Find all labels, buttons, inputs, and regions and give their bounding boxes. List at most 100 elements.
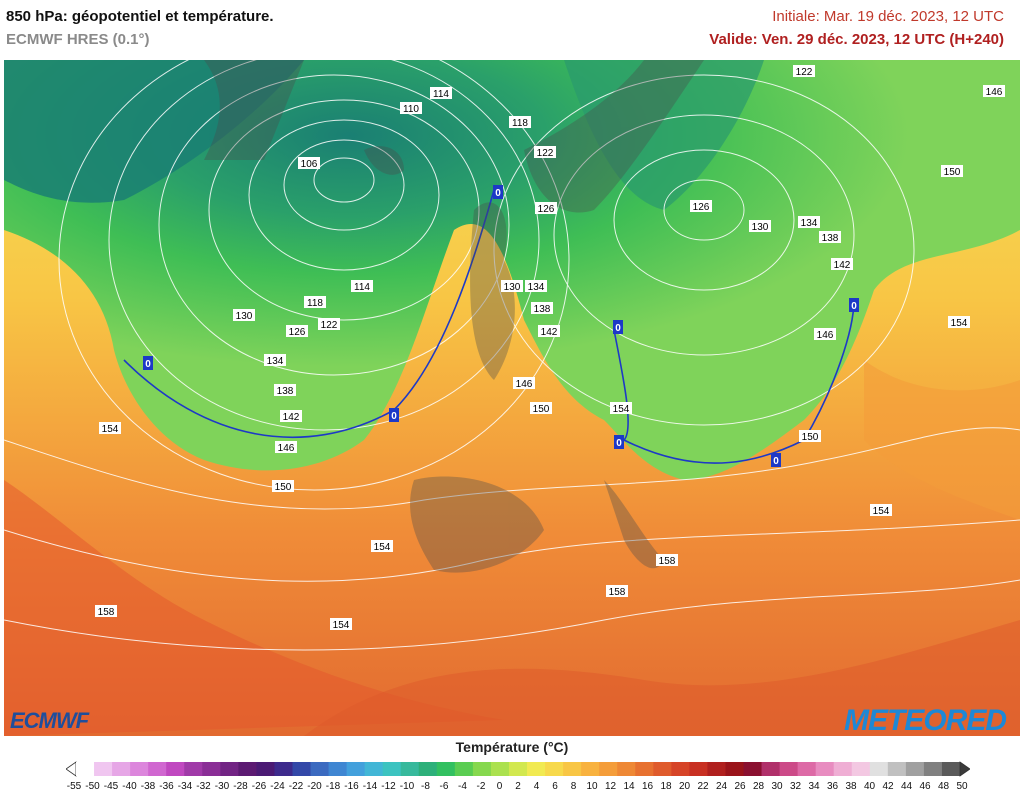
svg-text:134: 134: [267, 356, 284, 367]
contour-label: 142: [831, 258, 853, 271]
scale-tick: 34: [808, 781, 820, 792]
svg-text:146: 146: [516, 379, 533, 390]
scale-tick: 24: [715, 781, 728, 792]
scale-cell: [617, 762, 636, 776]
scale-cell: [328, 762, 348, 776]
svg-text:130: 130: [236, 311, 253, 322]
contour-label: 122: [534, 146, 556, 159]
scandinavian-low: [564, 60, 764, 210]
scale-tick: 48: [937, 781, 950, 792]
scale-cell: [815, 762, 835, 776]
contour-label: 110: [400, 102, 422, 115]
svg-text:146: 146: [817, 330, 834, 341]
isotherm-label: 0: [771, 453, 781, 467]
model-label: ECMWF HRES (0.1°): [6, 31, 150, 48]
scale-tick: -4: [458, 781, 467, 792]
scale-cell: [382, 762, 402, 776]
map-canvas: 106 110 114 118 122 126 130 134 138 142 …: [4, 60, 1020, 736]
svg-text:126: 126: [289, 327, 306, 338]
scale-tick: -24: [270, 781, 285, 792]
contour-label: 122: [318, 318, 340, 331]
isotherm-label: 0: [613, 320, 623, 334]
scale-cell: [400, 762, 420, 776]
svg-text:0: 0: [615, 323, 621, 334]
scale-cell: [851, 762, 871, 776]
svg-text:126: 126: [693, 202, 710, 213]
svg-text:146: 146: [278, 443, 295, 454]
scale-tick: -45: [103, 781, 119, 792]
run-info: Initiale: Mar. 19 déc. 2023, 12 UTC Vali…: [709, 8, 1004, 48]
svg-text:142: 142: [834, 260, 851, 271]
scale-cell: [635, 762, 654, 776]
contour-label: 154: [371, 540, 393, 553]
map-header: 850 hPa: géopotentiel et température. EC…: [6, 8, 274, 48]
scale-tick: -12: [381, 781, 396, 792]
svg-text:154: 154: [374, 542, 391, 553]
contour-label: 150: [941, 165, 963, 178]
scale-tick: -10: [399, 781, 415, 792]
legend-title: Température (°C): [455, 739, 569, 755]
contour-label: 130: [749, 220, 771, 233]
scale-cell: [653, 762, 672, 776]
scale-tick: -8: [421, 781, 430, 792]
scale-tick: 42: [882, 781, 894, 792]
scale-cell: [887, 762, 907, 776]
scale-tick: 22: [697, 781, 709, 792]
svg-text:150: 150: [802, 432, 819, 443]
contour-label: 126: [286, 325, 308, 338]
svg-text:154: 154: [102, 424, 119, 435]
scale-cell: [779, 762, 799, 776]
scale-cell: [166, 762, 185, 776]
svg-text:0: 0: [616, 438, 622, 449]
isotherm-label: 0: [614, 435, 624, 449]
svg-text:122: 122: [537, 148, 554, 159]
svg-text:138: 138: [822, 233, 839, 244]
init-time: Initiale: Mar. 19 déc. 2023, 12 UTC: [772, 8, 1004, 25]
svg-text:0: 0: [145, 359, 151, 370]
contour-label: 158: [606, 585, 628, 598]
scale-tick: 10: [586, 781, 598, 792]
contour-label: 126: [535, 202, 557, 215]
weather-map[interactable]: 106 110 114 118 122 126 130 134 138 142 …: [4, 60, 1020, 736]
svg-text:154: 154: [613, 404, 630, 415]
scale-tick: -50: [85, 781, 100, 792]
isotherm-label: 0: [493, 185, 503, 199]
contour-label: 134: [525, 280, 547, 293]
geopotential-contours: [4, 60, 1020, 651]
scale-tick: 50: [956, 781, 968, 792]
isotherm-label: 0: [143, 356, 153, 370]
contour-label: 154: [948, 316, 970, 329]
scale-cell: [671, 762, 690, 776]
svg-text:122: 122: [321, 320, 338, 331]
contour-label: 154: [99, 422, 121, 435]
scale-tick: -26: [251, 781, 267, 792]
contour-label: 150: [272, 480, 294, 493]
scale-cell: [94, 762, 113, 776]
scale-tick: 2: [515, 781, 521, 792]
svg-text:150: 150: [275, 482, 292, 493]
svg-text:0: 0: [773, 456, 779, 467]
scale-tick: 28: [752, 781, 765, 792]
svg-text:154: 154: [951, 318, 968, 329]
atlantic-warm: [4, 480, 504, 736]
svg-text:150: 150: [944, 167, 961, 178]
contour-label: 118: [509, 116, 531, 129]
svg-text:0: 0: [391, 411, 397, 422]
scale-tick: -28: [233, 781, 248, 792]
contour-label: 134: [264, 354, 286, 367]
svg-text:134: 134: [801, 218, 818, 229]
svg-text:110: 110: [403, 104, 419, 115]
scale-tick: -20: [307, 781, 322, 792]
cold-air-mass: [4, 60, 1020, 480]
contour-label: 146: [513, 377, 535, 390]
svg-text:158: 158: [609, 587, 626, 598]
scale-cell: [310, 762, 330, 776]
svg-text:154: 154: [333, 620, 350, 631]
svg-text:0: 0: [495, 188, 501, 199]
contour-label: 122: [793, 65, 815, 78]
coastlines: [204, 60, 704, 573]
scale-cell: [599, 762, 618, 776]
scale-tick: -55: [66, 781, 82, 792]
scale-cell: [202, 762, 221, 776]
svg-text:130: 130: [504, 282, 521, 293]
